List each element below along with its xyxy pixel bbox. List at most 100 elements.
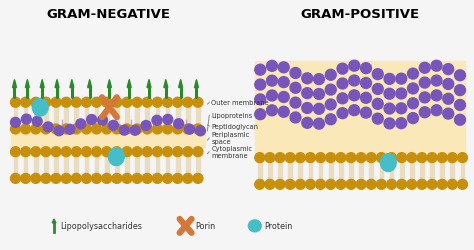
Circle shape bbox=[316, 180, 326, 190]
Circle shape bbox=[417, 153, 427, 163]
Circle shape bbox=[72, 174, 81, 184]
Circle shape bbox=[376, 180, 386, 190]
Bar bbox=[319, 163, 322, 171]
Circle shape bbox=[265, 153, 275, 163]
Bar bbox=[461, 163, 465, 171]
Bar bbox=[309, 163, 312, 171]
Circle shape bbox=[457, 180, 467, 190]
Circle shape bbox=[290, 68, 301, 79]
Bar bbox=[84, 166, 88, 174]
Polygon shape bbox=[52, 219, 56, 223]
Circle shape bbox=[32, 117, 42, 127]
Bar bbox=[258, 163, 262, 171]
Circle shape bbox=[397, 180, 407, 190]
Circle shape bbox=[91, 124, 101, 134]
Bar bbox=[34, 166, 37, 174]
Circle shape bbox=[397, 153, 407, 163]
Bar bbox=[155, 166, 159, 174]
Circle shape bbox=[163, 147, 173, 157]
Circle shape bbox=[314, 74, 324, 85]
Bar bbox=[135, 108, 139, 116]
Circle shape bbox=[31, 147, 41, 157]
Circle shape bbox=[31, 124, 41, 134]
Circle shape bbox=[356, 180, 366, 190]
Circle shape bbox=[396, 89, 407, 100]
Bar bbox=[95, 108, 99, 116]
Circle shape bbox=[396, 104, 407, 114]
Circle shape bbox=[427, 153, 437, 163]
Circle shape bbox=[431, 76, 442, 87]
Circle shape bbox=[361, 108, 372, 118]
Text: Lipopolysaccharides: Lipopolysaccharides bbox=[60, 222, 142, 230]
Circle shape bbox=[443, 64, 454, 75]
Bar bbox=[44, 166, 48, 174]
Circle shape bbox=[417, 180, 427, 190]
Bar bbox=[125, 157, 129, 166]
Bar bbox=[44, 157, 48, 166]
Bar bbox=[115, 166, 118, 174]
Circle shape bbox=[337, 108, 348, 119]
Circle shape bbox=[112, 147, 122, 157]
Circle shape bbox=[290, 112, 301, 124]
Circle shape bbox=[266, 106, 277, 116]
Bar bbox=[440, 171, 444, 180]
Circle shape bbox=[132, 174, 142, 184]
Bar bbox=[196, 157, 200, 166]
Bar bbox=[349, 163, 353, 171]
Circle shape bbox=[183, 124, 193, 134]
Circle shape bbox=[255, 94, 266, 106]
Circle shape bbox=[443, 109, 454, 120]
Bar bbox=[299, 163, 302, 171]
Bar bbox=[430, 163, 434, 171]
Polygon shape bbox=[40, 80, 44, 88]
Circle shape bbox=[314, 119, 324, 130]
Circle shape bbox=[384, 104, 395, 115]
Circle shape bbox=[361, 78, 372, 89]
Bar bbox=[74, 116, 78, 124]
Circle shape bbox=[61, 98, 71, 108]
Bar bbox=[349, 171, 353, 180]
Bar bbox=[165, 116, 169, 124]
Bar bbox=[105, 166, 109, 174]
Circle shape bbox=[109, 121, 118, 131]
Bar bbox=[115, 157, 118, 166]
Bar bbox=[155, 108, 159, 116]
Circle shape bbox=[431, 61, 442, 72]
Circle shape bbox=[285, 180, 295, 190]
Circle shape bbox=[437, 180, 447, 190]
Circle shape bbox=[396, 118, 407, 129]
Circle shape bbox=[255, 65, 266, 76]
Circle shape bbox=[361, 93, 372, 104]
Bar bbox=[369, 163, 373, 171]
Circle shape bbox=[419, 92, 430, 104]
Bar bbox=[146, 108, 149, 116]
Circle shape bbox=[372, 70, 383, 80]
Bar bbox=[450, 163, 454, 171]
Bar bbox=[105, 108, 109, 116]
Circle shape bbox=[173, 98, 182, 108]
Circle shape bbox=[437, 153, 447, 163]
Text: Porin: Porin bbox=[195, 222, 216, 230]
Circle shape bbox=[356, 153, 366, 163]
Bar bbox=[54, 116, 58, 124]
Circle shape bbox=[285, 153, 295, 163]
Circle shape bbox=[431, 105, 442, 116]
Bar bbox=[95, 116, 99, 124]
Circle shape bbox=[41, 174, 51, 184]
Bar bbox=[135, 166, 139, 174]
Text: Outer membrane: Outer membrane bbox=[211, 100, 269, 106]
Circle shape bbox=[290, 98, 301, 108]
Circle shape bbox=[183, 174, 193, 184]
Circle shape bbox=[72, 147, 81, 157]
Bar bbox=[380, 171, 383, 180]
Circle shape bbox=[54, 126, 64, 136]
Bar bbox=[165, 157, 169, 166]
Bar bbox=[146, 166, 149, 174]
Bar bbox=[34, 116, 37, 124]
Bar bbox=[450, 171, 454, 180]
Bar bbox=[165, 166, 169, 174]
Polygon shape bbox=[70, 80, 74, 88]
Polygon shape bbox=[88, 80, 91, 88]
Circle shape bbox=[302, 88, 313, 99]
Circle shape bbox=[122, 147, 132, 157]
